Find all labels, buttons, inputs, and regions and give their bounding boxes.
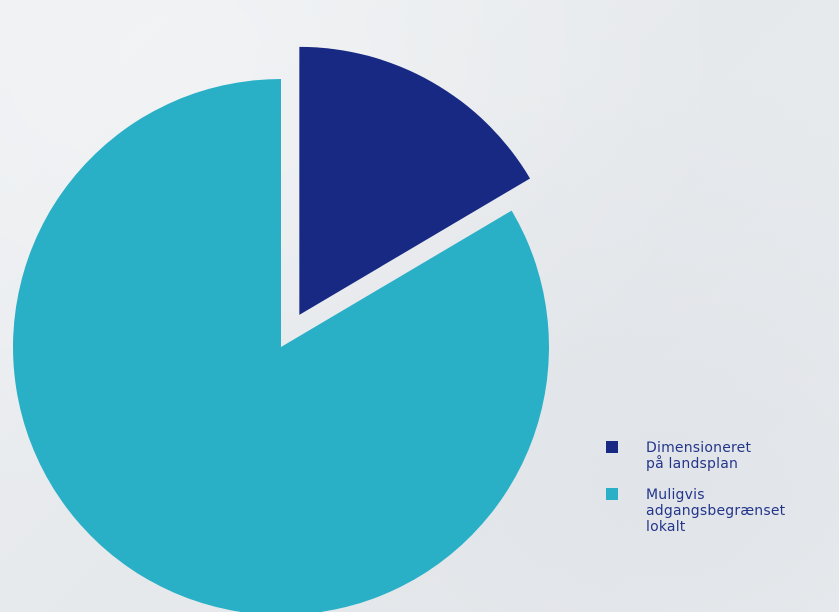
legend: Dimensioneret på landsplan Muligvis adga… [606,440,834,550]
pie-slice-0 [299,46,531,315]
legend-label-dimensioneret: Dimensioneret på landsplan [646,440,752,472]
legend-item-muligvis: Muligvis adgangsbegrænset lokalt [606,487,834,535]
legend-swatch-dimensioneret [606,441,618,453]
legend-item-dimensioneret: Dimensioneret på landsplan [606,440,834,472]
legend-swatch-muligvis [606,488,618,500]
legend-label-muligvis: Muligvis adgangsbegrænset lokalt [646,487,786,535]
pie-slice-1 [13,79,549,612]
